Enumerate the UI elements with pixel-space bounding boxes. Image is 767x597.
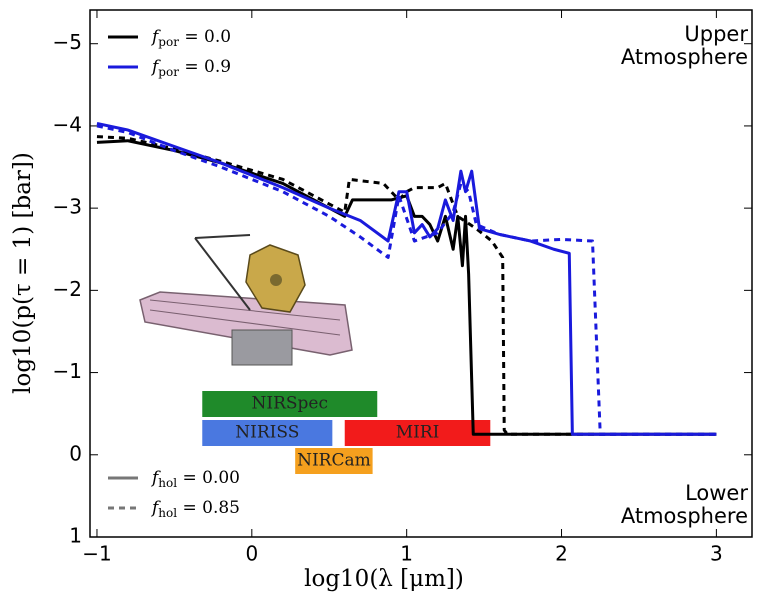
legend-label: fpor = 0.9 — [150, 57, 231, 79]
y-tick-label: −3 — [53, 195, 82, 219]
x-tick-label: 3 — [710, 542, 723, 566]
instrument-label: NIRCam — [297, 451, 371, 471]
y-tick-label: −5 — [53, 30, 82, 54]
legend-subscript: por — [158, 35, 179, 49]
annotation: Atmosphere — [621, 504, 748, 528]
y-tick-label: −4 — [53, 112, 82, 136]
line-series — [96, 135, 717, 436]
legend-text: = 0.00 — [177, 468, 240, 488]
legend-symbol: f — [150, 498, 161, 518]
instrument-label: NIRSpec — [252, 394, 329, 414]
x-tick-label: 2 — [555, 542, 568, 566]
legend-label: fhol = 0.00 — [150, 468, 240, 490]
y-tick-label: −2 — [53, 277, 82, 301]
instrument-label: MIRI — [396, 423, 440, 443]
telescope-illustration — [139, 234, 353, 366]
instrument-band — [344, 420, 491, 446]
x-tick-label: 0 — [245, 542, 258, 566]
instrument-label: NIRISS — [235, 423, 299, 443]
legend-text: = 0.0 — [179, 27, 231, 47]
y-tick-label: 0 — [69, 441, 82, 465]
annotation: Lower — [685, 481, 748, 505]
x-tick-label: 1 — [400, 542, 413, 566]
line-series — [96, 124, 717, 436]
legend-subscript: por — [158, 65, 179, 79]
instrument-band — [202, 391, 378, 417]
annotation: Upper — [684, 22, 748, 46]
legend-symbol: f — [150, 468, 161, 488]
legend-symbol: f — [150, 27, 161, 47]
legend-subscript: hol — [158, 506, 177, 520]
legend-symbol: f — [150, 57, 161, 77]
x-tick-label: −1 — [82, 542, 111, 566]
y-tick-label: 1 — [69, 524, 82, 548]
instrument-band — [202, 420, 333, 446]
legend-label: fpor = 0.0 — [150, 27, 231, 49]
instrument-band — [295, 448, 373, 474]
legend-subscript: hol — [158, 476, 177, 490]
y-tick-label: −1 — [53, 359, 82, 383]
line-series — [96, 139, 717, 436]
plot-frame — [89, 9, 753, 538]
annotation: Atmosphere — [621, 45, 748, 69]
legend-text: = 0.85 — [177, 498, 240, 518]
legend-text: = 0.9 — [179, 57, 231, 77]
legend-label: fhol = 0.85 — [150, 498, 240, 520]
y-axis-label: log10(p(τ = 1) [bar]) — [10, 152, 36, 394]
line-series — [96, 121, 717, 436]
x-axis-label: log10(λ [μm]) — [304, 566, 464, 592]
